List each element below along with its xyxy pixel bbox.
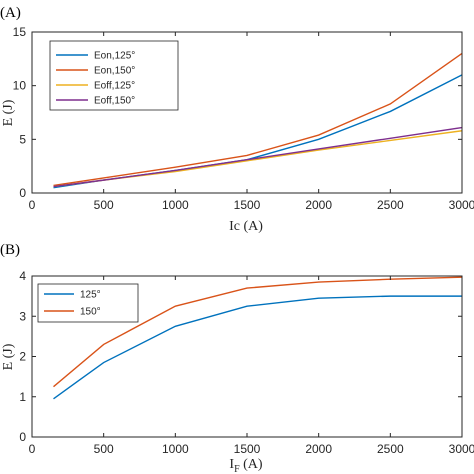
y-tick-label: 1 — [19, 390, 26, 404]
x-tick-label: 2000 — [305, 442, 332, 456]
series-line-2 — [53, 52, 463, 187]
x-tick-label: 1500 — [234, 442, 261, 456]
x-tick-label: 500 — [94, 198, 114, 212]
x-tick-label: 2500 — [377, 442, 404, 456]
chart-a-x-axis-label: Ic (A) — [229, 219, 263, 234]
y-tick-label: 10 — [13, 79, 27, 93]
legend-label-1: Eon,125° — [94, 51, 135, 62]
x-tick-label: 3000 — [449, 442, 474, 456]
chart-a-legend: Eon,125° Eon,150° Eoff,125° Eoff,150° — [49, 40, 179, 111]
y-tick-label: 15 — [13, 25, 27, 39]
chart-a-y-ticks: 0 5 10 15 — [13, 25, 462, 200]
chart-a-legend-box — [49, 40, 179, 111]
chart-b-legend-box — [37, 283, 139, 323]
y-tick-label: 3 — [19, 309, 26, 323]
chart-b-x-axis-label-subscript: F — [234, 464, 240, 474]
y-tick-label: 2 — [19, 350, 26, 364]
chart-a: (A) 0 500 1000 1500 2000 2500 3000 0 5 10 15 Ic (… — [0, 5, 474, 234]
y-tick-label: 5 — [19, 132, 26, 146]
chart-b-x-axis-label-main: I — [229, 457, 234, 472]
legend-label-1: 125° — [80, 290, 101, 301]
x-tick-label: 1000 — [162, 442, 189, 456]
chart-b-y-axis-label: E (J) — [1, 343, 16, 370]
x-tick-label: 500 — [94, 442, 114, 456]
legend-label-2: Eon,150° — [94, 66, 135, 77]
chart-b-legend: 125° 150° — [37, 283, 139, 323]
y-tick-label: 0 — [19, 186, 26, 200]
chart-a-series-lines — [53, 52, 463, 189]
x-tick-label: 2500 — [377, 198, 404, 212]
x-tick-label: 0 — [29, 198, 36, 212]
x-tick-label: 2000 — [305, 198, 332, 212]
chart-b-x-ticks: 0 500 1000 1500 2000 2500 3000 — [29, 276, 474, 456]
chart-b: (B) 0 500 1000 1500 2000 2500 3000 0 1 2 3 4 IF (A… — [0, 242, 474, 474]
x-tick-label: 0 — [29, 442, 36, 456]
series-line-1 — [53, 295, 462, 400]
chart-a-x-ticks: 0 500 1000 1500 2000 2500 3000 — [29, 32, 474, 212]
legend-label-4: Eoff,150° — [94, 96, 135, 107]
x-tick-label: 3000 — [449, 198, 474, 212]
y-tick-label: 0 — [19, 430, 26, 444]
legend-label-3: Eoff,125° — [94, 81, 135, 92]
x-tick-label: 1500 — [234, 198, 261, 212]
y-tick-label: 4 — [19, 269, 26, 283]
legend-label-2: 150° — [80, 307, 101, 318]
panel-label-b: (B) — [0, 242, 20, 258]
chart-b-x-axis-label-unit: (A) — [240, 457, 263, 472]
chart-b-x-axis-label: IF (A) — [229, 457, 263, 474]
chart-b-y-ticks: 0 1 2 3 4 — [19, 269, 462, 444]
chart-a-y-axis-label: E (J) — [1, 99, 16, 126]
x-tick-label: 1000 — [162, 198, 189, 212]
series-line-4 — [53, 126, 463, 188]
panel-label-a: (A) — [0, 5, 21, 21]
